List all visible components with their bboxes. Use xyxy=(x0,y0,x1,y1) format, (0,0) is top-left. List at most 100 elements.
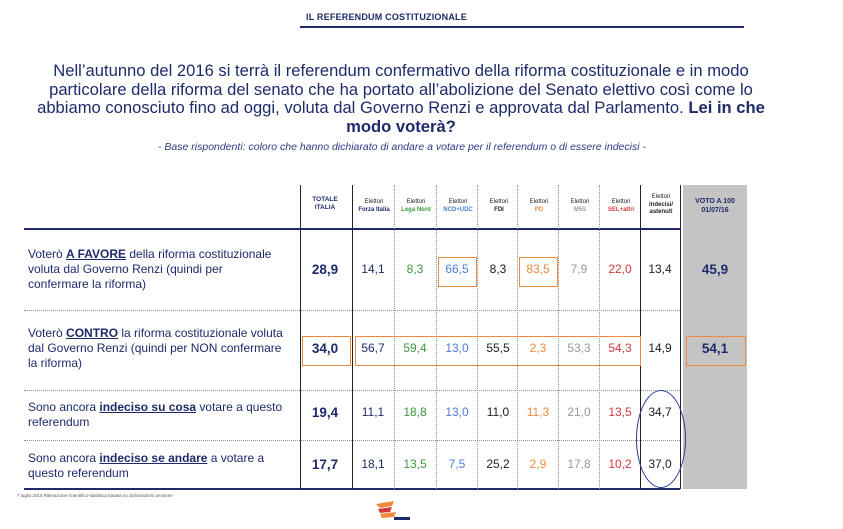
bottom-rule xyxy=(24,488,680,490)
total-value: 17,7 xyxy=(311,457,339,472)
row-label-key: CONTRO xyxy=(66,326,119,340)
party-value: 56,7 xyxy=(361,341,385,355)
party-value: 10,2 xyxy=(608,457,632,471)
party-value: 22,0 xyxy=(608,262,632,276)
party-header-line2: SEL+altri xyxy=(607,206,635,213)
party-header-line1: Elettori xyxy=(611,199,631,205)
column-divider xyxy=(300,185,301,489)
party-value: 18,1 xyxy=(361,457,385,471)
party-column-header: Elettori indecisi/ astenuti xyxy=(640,194,682,217)
total-value: 28,9 xyxy=(311,262,339,277)
party-column-header: Elettori FDI xyxy=(478,199,520,214)
party-header-line1: Elettori xyxy=(570,199,590,205)
party-column-header: Elettori Forza Italia xyxy=(353,199,395,214)
total-header: TOTALE ITALIA xyxy=(312,196,338,211)
party-value: 66,5 xyxy=(445,262,469,276)
highlight-box xyxy=(302,336,351,366)
row-label-prefix: Voterò xyxy=(28,247,67,261)
row-label-key: A FAVORE xyxy=(66,247,127,261)
party-value: 55,5 xyxy=(486,341,510,355)
party-value: 13,4 xyxy=(648,262,672,276)
party-header-line2: indecisi/ astenuti xyxy=(648,201,673,216)
row-label-favore: Voterò A FAVORE della riforma costituzio… xyxy=(28,247,273,292)
vote-value: 54,1 xyxy=(701,341,729,356)
row-label-suffix: della riforma costituzionale voluta dal … xyxy=(28,247,272,291)
row-label-prefix: Voterò xyxy=(28,326,67,340)
highlight-box xyxy=(355,336,641,366)
row-label-suffix: a votare a questo referendum xyxy=(28,451,265,480)
party-value: 11,1 xyxy=(361,405,385,419)
party-value: 7,9 xyxy=(570,262,588,276)
row-label-indeciso-andare: Sono ancora indeciso se andare a votare … xyxy=(28,451,298,481)
column-divider xyxy=(517,185,518,489)
row-label-key: indeciso se andare xyxy=(99,451,208,465)
vote-panel xyxy=(683,185,747,489)
party-value: 25,2 xyxy=(486,457,510,471)
row-label-suffix: votare a questo referendum xyxy=(28,400,283,429)
party-value: 54,3 xyxy=(608,341,632,355)
party-value: 11,0 xyxy=(486,405,510,419)
highlight-oval xyxy=(636,390,686,488)
header-title: IL REFERENDUM COSTITUZIONALE xyxy=(306,12,467,22)
party-header-line2: Forza Italia xyxy=(358,206,390,213)
party-header-line2: FDI xyxy=(494,206,504,213)
row-label-key: indeciso su cosa xyxy=(99,400,197,414)
party-value: 14,1 xyxy=(361,262,385,276)
party-value: 53,3 xyxy=(567,341,591,355)
vote-header: VOTO A 100 01/07/16 xyxy=(695,198,735,214)
party-value: 59,4 xyxy=(403,341,427,355)
base-note: - Base rispondenti: coloro che hanno dic… xyxy=(158,141,646,153)
column-divider xyxy=(394,185,395,489)
column-divider xyxy=(558,185,559,489)
party-header-line1: Elettori xyxy=(489,199,509,205)
party-value: 2,9 xyxy=(529,457,547,471)
party-value: 21,0 xyxy=(567,405,591,419)
party-column-header: Elettori Lega Nord xyxy=(395,199,437,214)
highlight-box xyxy=(686,336,746,366)
row-label-indeciso-cosa: Sono ancora indeciso su cosa votare a qu… xyxy=(28,400,290,430)
party-header-line2: Lega Nord xyxy=(401,206,431,213)
party-header-line2: M5S xyxy=(573,206,587,213)
party-value: 17,8 xyxy=(567,457,591,471)
intro-question: Lei in che modo voterà? xyxy=(346,98,765,136)
total-value: 19,4 xyxy=(311,405,339,420)
highlight-box xyxy=(438,257,477,287)
footnote: 7 luglio 2016 Rilevazione scientifico-st… xyxy=(17,493,173,498)
column-divider xyxy=(436,185,437,489)
party-column-header: Elettori NCD+UDC xyxy=(437,199,479,214)
party-header-line1: Elettori xyxy=(406,199,426,205)
party-column-header: Elettori SEL+altri xyxy=(600,199,642,214)
party-value: 13,0 xyxy=(445,341,469,355)
vote-value: 45,9 xyxy=(701,262,729,277)
total-value: 34,0 xyxy=(311,341,339,356)
column-divider xyxy=(477,185,478,489)
party-value: 18,8 xyxy=(403,405,427,419)
party-header-line1: Elettori xyxy=(529,199,549,205)
party-value: 13,5 xyxy=(608,405,632,419)
party-column-header: Elettori PD xyxy=(518,199,560,214)
intro-paragraph: Nell’autunno del 2016 si terrà il refere… xyxy=(20,61,782,136)
party-value: 13,5 xyxy=(403,457,427,471)
party-header-line1: Elettori xyxy=(364,199,384,205)
party-value: 13,0 xyxy=(445,405,469,419)
header-divider xyxy=(300,26,744,28)
party-value: 7,5 xyxy=(448,457,466,471)
party-value: 83,5 xyxy=(526,262,550,276)
party-header-line2: NCD+UDC xyxy=(443,206,473,213)
party-value: 8,3 xyxy=(406,262,424,276)
row-label-contro: Voterò CONTRO la riforma costituzionale … xyxy=(28,326,290,371)
intro-text: Nell’autunno del 2016 si terrà il refere… xyxy=(37,61,753,118)
party-value: 11,3 xyxy=(526,405,550,419)
party-header-line1: Elettori xyxy=(448,199,468,205)
brand-logo xyxy=(376,501,410,520)
party-value: 2,3 xyxy=(529,341,547,355)
party-value: 14,9 xyxy=(648,341,672,355)
party-column-header: Elettori M5S xyxy=(559,199,601,214)
column-divider xyxy=(680,185,681,489)
party-header-line2: PD xyxy=(534,206,544,213)
row-label-suffix: la riforma costituzionale voluta dal Gov… xyxy=(28,326,283,370)
row-label-prefix: Sono ancora xyxy=(28,400,100,414)
column-divider xyxy=(352,185,353,489)
highlight-box xyxy=(519,257,558,287)
row-label-prefix: Sono ancora xyxy=(28,451,100,465)
